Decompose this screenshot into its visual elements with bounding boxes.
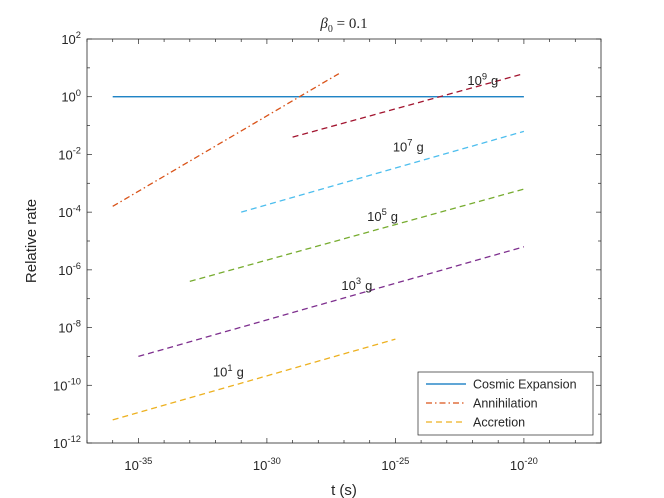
y-axis-label: Relative rate: [23, 199, 40, 283]
mass-label: 103 g: [341, 276, 372, 293]
x-tick-label: 10-35: [124, 456, 152, 473]
y-tick-label: 102: [61, 30, 81, 47]
x-axis-label: t (s): [331, 482, 357, 498]
y-tick-label: 100: [61, 88, 81, 105]
series-line-5: [241, 130, 525, 213]
legend-label: Accretion: [473, 416, 525, 430]
y-tick-label: 10-10: [53, 376, 81, 393]
y-tick-label: 10-6: [58, 261, 81, 278]
legend-label: Annihilation: [473, 397, 538, 411]
chart-title: β0 = 0.1: [319, 16, 367, 35]
series-line-4: [189, 188, 525, 283]
y-tick-label: 10-8: [58, 319, 81, 336]
series-line-1: [112, 73, 340, 207]
x-tick-label: 10-30: [253, 456, 281, 473]
y-tick-label: 10-4: [58, 203, 81, 220]
x-tick-label: 10-20: [510, 456, 538, 473]
mass-label: 101 g: [213, 363, 244, 380]
x-tick-label: 10-25: [381, 456, 409, 473]
series-line-3: [138, 246, 525, 358]
series-line-2: [112, 338, 396, 421]
mass-label: 107 g: [393, 138, 424, 155]
y-tick-label: 10-2: [58, 146, 81, 163]
mass-label: 105 g: [367, 207, 398, 224]
mass-label: 109 g: [467, 71, 498, 88]
y-tick-label: 10-12: [53, 434, 81, 451]
legend-box: [417, 371, 594, 436]
legend-label: Cosmic Expansion: [473, 378, 577, 392]
